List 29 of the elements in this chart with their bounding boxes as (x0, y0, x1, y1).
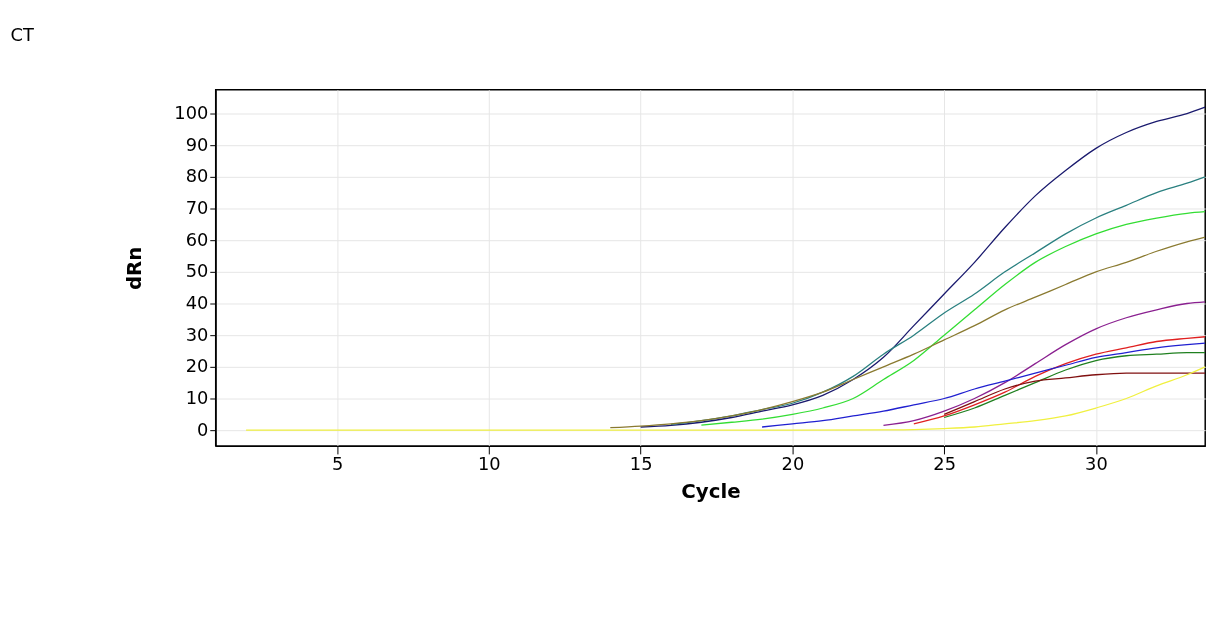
x-tick-label: 30 (1085, 453, 1108, 475)
y-tick-label: 90 (185, 133, 209, 155)
x-tick-label: 10 (478, 453, 501, 475)
line-series (943, 372, 1206, 415)
y-axis-title: dRn (122, 246, 146, 291)
line-series (700, 211, 1206, 426)
y-tick-label: 70 (185, 196, 209, 218)
y-tick-label: 60 (185, 228, 209, 250)
y-tick-label: 30 (185, 323, 209, 345)
line-series (761, 342, 1206, 428)
y-tick-label: 80 (185, 165, 209, 187)
y-tick-label: 50 (185, 260, 209, 282)
line-series (609, 236, 1206, 429)
text: CT (10, 24, 34, 46)
x-tick-label: 25 (933, 453, 956, 475)
x-tick-label: 5 (331, 453, 344, 475)
y-tick-label: 20 (185, 355, 209, 377)
line-series (640, 106, 1206, 428)
x-tick-label: 15 (629, 453, 653, 475)
line-series (943, 351, 1206, 419)
y-tick-label: 100 (174, 101, 209, 123)
y-tick-label: 10 (185, 386, 209, 408)
x-axis-title: Cycle (681, 479, 741, 503)
line-series (245, 366, 1206, 431)
y-tick-label: 0 (196, 418, 209, 440)
line-series (882, 301, 1206, 427)
x-tick-label: 20 (781, 453, 805, 475)
y-tick-label: 40 (185, 291, 209, 313)
line-series (913, 336, 1206, 425)
